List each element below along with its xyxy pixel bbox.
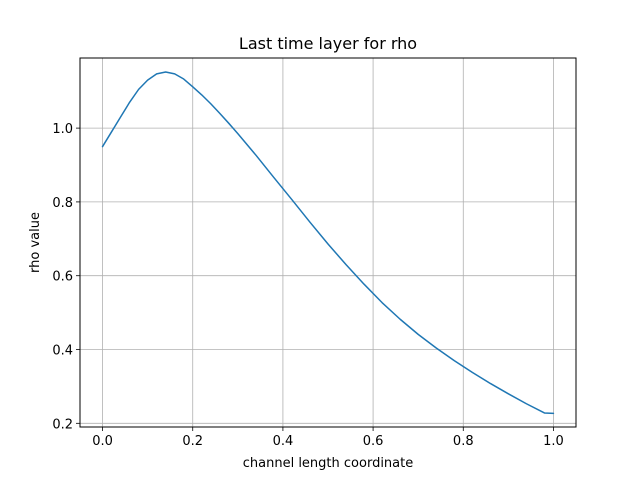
x-tick-label: 0.4 (273, 434, 294, 449)
series-layer (101, 71, 555, 415)
ticks: 0.0 0.2 0.4 0.6 0.8 1.0 0.2 0.4 0.6 0.8 1.0 (52, 122, 563, 449)
chart-title: Last time layer for rho (239, 34, 417, 53)
y-tick-label: 0.6 (52, 270, 73, 285)
x-tick-label: 0.2 (182, 434, 203, 449)
x-tick-label: 0.6 (363, 434, 384, 449)
x-axis-label: channel length coordinate (243, 456, 413, 471)
y-tick-label: 1.0 (52, 122, 73, 137)
x-tick-label: 0.0 (92, 434, 113, 449)
y-tick-label: 0.4 (52, 344, 73, 359)
y-axis-label: rho value (28, 212, 43, 273)
grid (80, 58, 576, 427)
y-tick-label: 0.2 (52, 417, 73, 432)
x-tick-label: 0.8 (453, 434, 474, 449)
y-tick-label: 0.8 (52, 196, 73, 211)
series-line-0 (101, 71, 555, 415)
plot-area-frame (79, 57, 577, 428)
x-tick-label: 1.0 (543, 434, 564, 449)
